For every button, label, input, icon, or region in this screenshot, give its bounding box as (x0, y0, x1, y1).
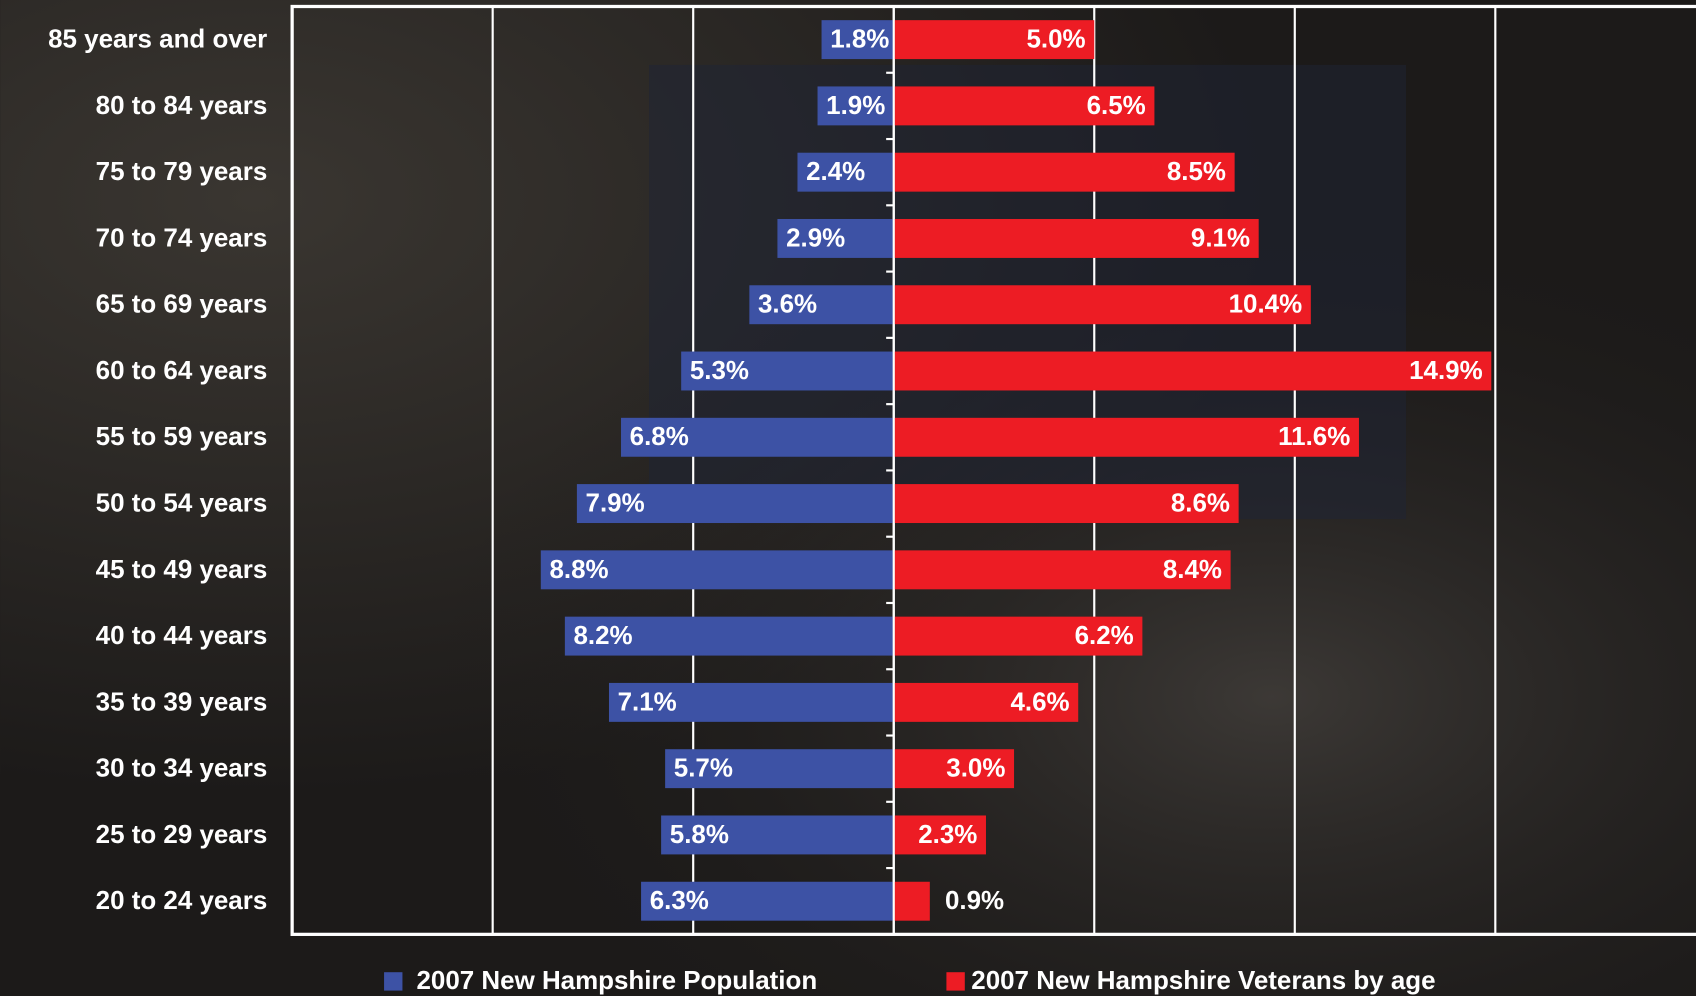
legend-label: 2007 New Hampshire Veterans by age (971, 967, 1435, 995)
bar (893, 218, 1259, 258)
value-label: 10.4% (1229, 291, 1303, 319)
value-label: 2.3% (918, 821, 977, 849)
value-label: 5.7% (674, 755, 733, 783)
value-label: 8.2% (574, 622, 633, 650)
y-tick-label: 45 to 49 years (96, 556, 268, 584)
value-label: 6.5% (1087, 92, 1146, 120)
y-tick-label: 20 to 24 years (96, 887, 268, 915)
bar (661, 815, 894, 855)
bar (576, 484, 894, 524)
bar (817, 86, 894, 126)
y-tick-label: 50 to 54 years (96, 490, 268, 518)
bar (893, 749, 1015, 789)
y-tick-label: 80 to 84 years (96, 92, 268, 120)
value-label: 6.2% (1075, 622, 1134, 650)
value-label: 2.4% (806, 158, 865, 186)
value-label: 6.8% (630, 423, 689, 451)
value-label: 1.8% (830, 26, 889, 54)
bar (564, 616, 894, 656)
value-label: 5.0% (1026, 26, 1085, 54)
y-tick-label: 75 to 79 years (96, 158, 268, 186)
value-label: 3.0% (946, 755, 1005, 783)
bar (777, 218, 894, 258)
y-tick-label: 65 to 69 years (96, 291, 268, 319)
y-tick-label: 35 to 39 years (96, 688, 268, 716)
y-tick-label: 25 to 29 years (96, 821, 268, 849)
bar (608, 682, 894, 722)
value-label: 7.1% (618, 688, 677, 716)
y-tick-label: 85 years and over (48, 26, 267, 54)
value-label: 11.6% (1278, 423, 1350, 451)
value-label: 6.3% (650, 887, 709, 915)
value-label: 8.6% (1171, 490, 1230, 518)
value-label: 4.6% (1010, 688, 1069, 716)
y-tick-label: 55 to 59 years (96, 423, 268, 451)
value-label: 3.6% (758, 291, 817, 319)
value-label: 8.4% (1163, 556, 1222, 584)
y-tick-label: 40 to 44 years (96, 622, 268, 650)
bar (797, 152, 894, 192)
bar (893, 815, 986, 855)
legend-label: 2007 New Hampshire Population (417, 967, 818, 995)
legend-swatch (946, 972, 965, 991)
value-label: 8.8% (549, 556, 608, 584)
bar (893, 550, 1231, 590)
value-label: 5.8% (670, 821, 729, 849)
bar (749, 285, 894, 325)
value-label: 5.3% (690, 357, 749, 385)
value-label: 7.9% (586, 490, 645, 518)
value-label: 9.1% (1191, 224, 1250, 252)
legend-swatch (384, 972, 403, 991)
bar (893, 285, 1311, 325)
bar (681, 351, 894, 391)
y-tick-label: 60 to 64 years (96, 357, 268, 385)
bar (621, 417, 894, 457)
bar (893, 881, 930, 921)
bar (641, 881, 894, 921)
value-label: 1.9% (826, 92, 885, 120)
bar (893, 616, 1143, 656)
value-label: 8.5% (1167, 158, 1226, 186)
value-label: 0.9% (945, 887, 1004, 915)
bar (893, 351, 1492, 391)
bar (821, 20, 894, 60)
y-tick-label: 30 to 34 years (96, 755, 268, 783)
bar (893, 152, 1235, 192)
plot-frame (290, 4, 1696, 936)
bar (893, 20, 1095, 60)
bar (893, 417, 1359, 457)
value-label: 2.9% (786, 224, 845, 252)
bar (665, 749, 894, 789)
bar (893, 682, 1079, 722)
bar (540, 550, 894, 590)
bar (893, 86, 1155, 126)
value-label: 14.9% (1409, 357, 1483, 385)
bar (893, 484, 1239, 524)
y-tick-label: 70 to 74 years (96, 224, 268, 252)
